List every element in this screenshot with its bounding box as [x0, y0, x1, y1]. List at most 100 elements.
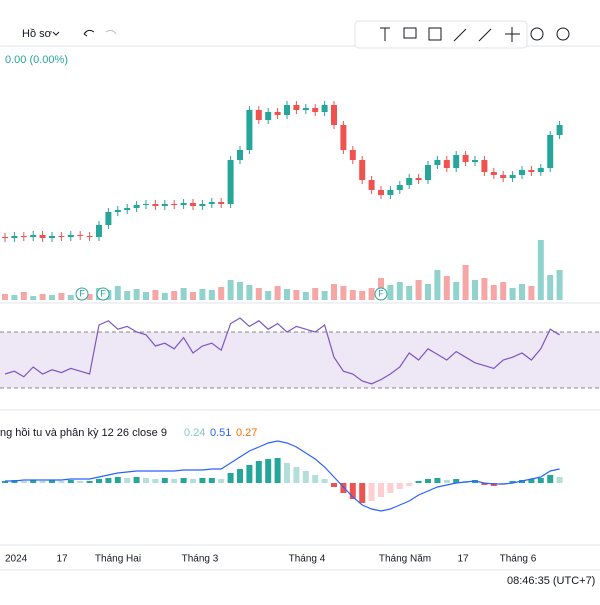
candle — [443, 160, 450, 168]
candle — [114, 210, 121, 212]
candle — [528, 170, 535, 172]
event-label: F — [378, 288, 384, 298]
candle — [39, 235, 46, 238]
candle — [406, 178, 413, 185]
volume-bar — [500, 282, 507, 300]
macd-bar — [453, 479, 460, 483]
volume-bar — [472, 280, 478, 300]
candle — [472, 160, 478, 162]
volume-bar — [2, 294, 8, 300]
volume-bar — [519, 284, 525, 300]
macd-hist-value: 0.24 — [184, 427, 205, 439]
candle — [77, 235, 84, 236]
candle — [519, 170, 525, 175]
volume-bar — [246, 285, 253, 300]
candle — [180, 203, 187, 205]
volume-bar — [49, 295, 55, 300]
candle — [312, 108, 319, 112]
candle — [331, 105, 337, 125]
macd-bar — [378, 483, 384, 497]
rsi-band — [0, 332, 600, 388]
macd-bar — [86, 481, 93, 483]
candle — [434, 160, 441, 165]
volume-bar — [387, 285, 394, 300]
candle — [218, 202, 225, 204]
price-change: 0.00 (0.00%) — [5, 54, 68, 66]
volume-bar — [152, 290, 159, 300]
x-axis-label: 17 — [56, 554, 68, 565]
candle — [490, 172, 497, 175]
candle — [161, 204, 168, 206]
candle — [190, 203, 196, 206]
alert-icon[interactable] — [530, 27, 544, 41]
candle — [387, 190, 394, 195]
macd-bar — [39, 481, 46, 483]
candle — [237, 150, 243, 160]
volume-bar — [208, 290, 215, 300]
macd-line — [5, 440, 560, 512]
profile-menu[interactable]: Hồ sơ — [22, 28, 52, 40]
rsi-line — [4, 317, 560, 385]
volume-bar — [227, 280, 234, 300]
macd-bar — [331, 483, 337, 487]
macd-bar — [96, 479, 102, 483]
volume-bar — [255, 288, 262, 300]
event-marker — [374, 287, 388, 301]
macd-bar — [274, 458, 281, 483]
volume-bar — [39, 294, 46, 300]
undo[interactable] — [83, 29, 95, 37]
redo[interactable] — [105, 29, 117, 35]
candle — [96, 225, 102, 237]
volume-bar — [415, 280, 422, 300]
macd-bar — [114, 477, 121, 483]
volume-bar — [180, 288, 187, 300]
dropdown-icon — [52, 31, 60, 36]
candle — [547, 135, 554, 168]
x-axis-label: Tháng 4 — [289, 554, 326, 565]
macd-bar — [265, 459, 272, 483]
settings-icon[interactable] — [556, 27, 570, 41]
volume-bar — [143, 292, 149, 300]
candle — [302, 108, 309, 110]
candle — [265, 112, 272, 120]
volume-bar — [537, 240, 544, 300]
volume-bar — [556, 270, 563, 300]
macd-bar — [255, 461, 262, 483]
volume-bar — [237, 282, 243, 300]
candle — [415, 178, 422, 180]
volume-bar — [425, 284, 431, 300]
candle — [537, 168, 544, 172]
candle — [49, 236, 55, 238]
event-label: F — [100, 288, 106, 298]
candle — [227, 160, 234, 204]
macd-label: ng hồi tu và phân kỳ 12 26 close 9 — [0, 427, 167, 439]
macd-bar — [556, 477, 563, 483]
x-axis-label: Tháng 6 — [500, 554, 537, 565]
volume-bar — [20, 292, 27, 300]
candle — [462, 155, 469, 162]
volume-bar — [396, 282, 403, 300]
macd-bar — [359, 483, 366, 503]
macd-bar — [124, 478, 131, 483]
volume-bar — [265, 291, 272, 300]
macd-bar — [143, 478, 149, 483]
event-label: F — [79, 288, 85, 298]
candle — [143, 204, 149, 205]
macd-bar — [180, 478, 187, 483]
macd-bar — [237, 469, 243, 483]
macd-bar — [284, 463, 290, 483]
macd-bar — [406, 483, 413, 486]
candle — [11, 236, 18, 238]
candle — [349, 150, 356, 160]
drawing-tools[interactable] — [380, 27, 520, 42]
macd-bar — [218, 479, 225, 483]
macd-bar — [20, 481, 27, 483]
x-axis-label: Tháng Năm — [379, 554, 431, 565]
macd-bar — [528, 479, 535, 483]
x-axis-label: Tháng 3 — [182, 554, 219, 565]
candle — [378, 190, 384, 195]
macd-bar — [152, 479, 159, 483]
candle — [255, 110, 262, 120]
macd-bar — [105, 478, 112, 483]
